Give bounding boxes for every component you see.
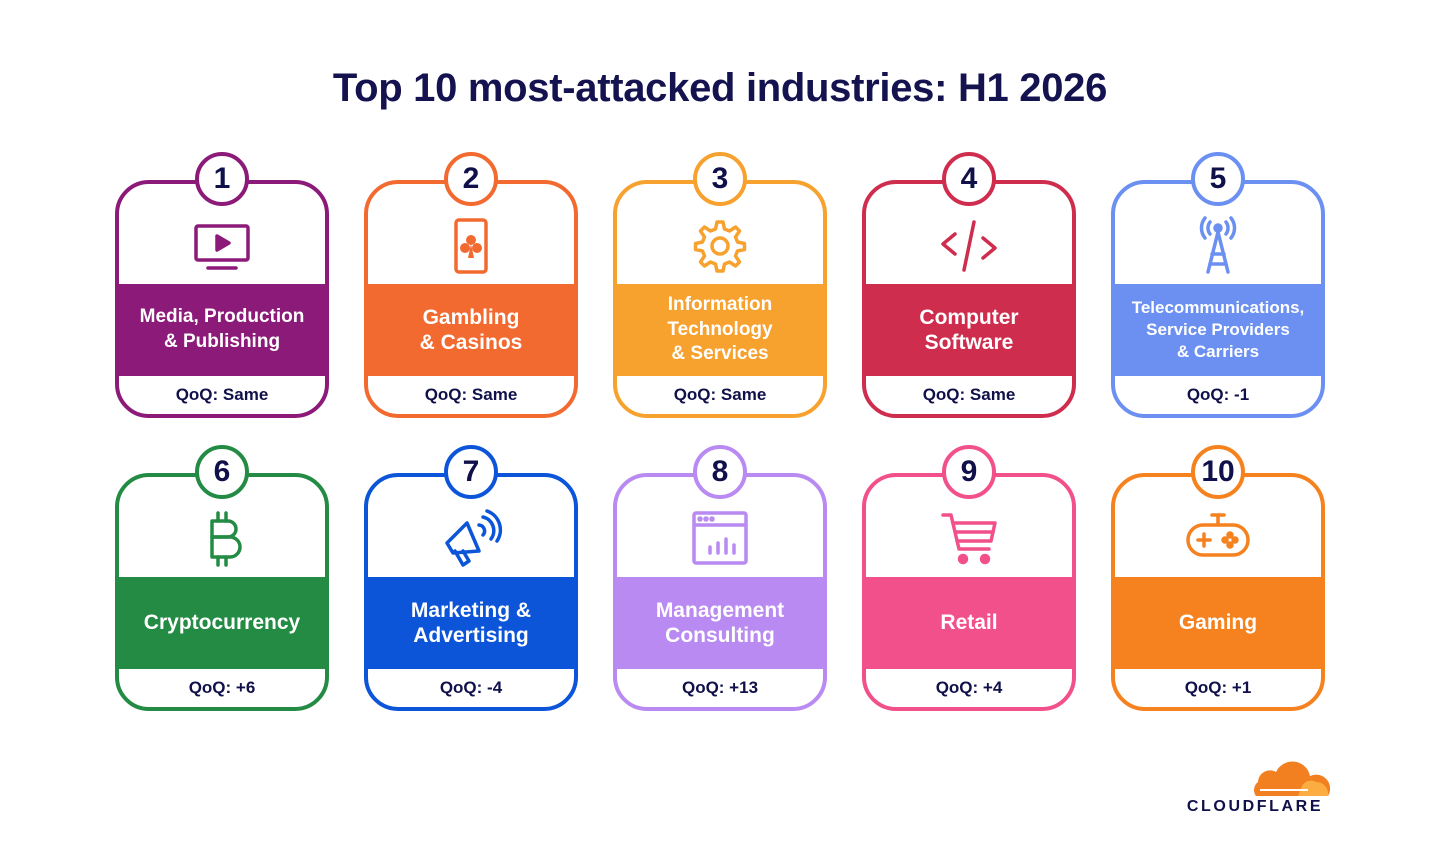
rank-badge-10: 10	[1191, 445, 1245, 499]
industry-card-5: Telecommunications, Service Providers & …	[1111, 180, 1325, 418]
industry-card-8: Management Consulting QoQ: +13	[613, 473, 827, 711]
gamepad-icon	[1115, 509, 1321, 569]
shopping-cart-icon	[866, 509, 1072, 569]
qoq-change: QoQ: -4	[439, 678, 503, 697]
qoq-change: QoQ: Same	[922, 385, 1016, 404]
rank-badge-9: 9	[942, 445, 996, 499]
cell-tower-icon	[1115, 216, 1321, 276]
industry-name: Information Technology & Services	[617, 284, 823, 376]
rank-badge-5: 5	[1191, 152, 1245, 206]
industry-card-7: Marketing & Advertising QoQ: -4	[364, 473, 578, 711]
industry-name: Computer Software	[866, 284, 1072, 376]
industry-card-6: Cryptocurrency QoQ: +6	[115, 473, 329, 711]
qoq-change: QoQ: Same	[175, 385, 269, 404]
analytics-window-icon	[617, 509, 823, 569]
industry-name: Media, Production & Publishing	[119, 284, 325, 376]
cloudflare-wordmark: CLOUDFLARE	[1186, 798, 1324, 815]
industry-card-9: Retail QoQ: +4	[862, 473, 1076, 711]
page-title: Top 10 most-attacked industries: H1 2026	[332, 66, 1108, 110]
industry-name: Gaming	[1115, 577, 1321, 669]
industry-card-3: Information Technology & Services QoQ: S…	[613, 180, 827, 418]
industry-card-4: Computer Software QoQ: Same	[862, 180, 1076, 418]
rank-badge-1: 1	[195, 152, 249, 206]
rank-badge-6: 6	[195, 445, 249, 499]
qoq-change: QoQ: +4	[935, 678, 1003, 697]
gear-icon	[617, 216, 823, 276]
rank-badge-8: 8	[693, 445, 747, 499]
qoq-change: QoQ: +1	[1184, 678, 1252, 697]
rank-badge-7: 7	[444, 445, 498, 499]
industry-name: Telecommunications, Service Providers & …	[1115, 284, 1321, 376]
tv-play-icon	[119, 216, 325, 276]
code-icon	[866, 216, 1072, 276]
industry-card-1: Media, Production & Publishing QoQ: Same	[115, 180, 329, 418]
industry-card-2: Gambling & Casinos QoQ: Same	[364, 180, 578, 418]
qoq-change: QoQ: -1	[1186, 385, 1250, 404]
bitcoin-icon	[119, 509, 325, 569]
industry-name: Retail	[866, 577, 1072, 669]
qoq-change: QoQ: Same	[424, 385, 518, 404]
qoq-change: QoQ: Same	[673, 385, 767, 404]
rank-badge-3: 3	[693, 152, 747, 206]
playing-card-icon	[368, 216, 574, 276]
industry-name: Management Consulting	[617, 577, 823, 669]
cloudflare-logo: CLOUDFLARE	[1180, 760, 1330, 818]
cloudflare-cloud-icon	[1254, 761, 1330, 796]
industry-name: Gambling & Casinos	[368, 284, 574, 376]
megaphone-icon	[368, 509, 574, 569]
industry-card-10: Gaming QoQ: +1	[1111, 473, 1325, 711]
rank-badge-4: 4	[942, 152, 996, 206]
rank-badge-2: 2	[444, 152, 498, 206]
qoq-change: QoQ: +6	[188, 678, 256, 697]
industry-name: Cryptocurrency	[119, 577, 325, 669]
qoq-change: QoQ: +13	[681, 678, 759, 697]
industry-name: Marketing & Advertising	[368, 577, 574, 669]
